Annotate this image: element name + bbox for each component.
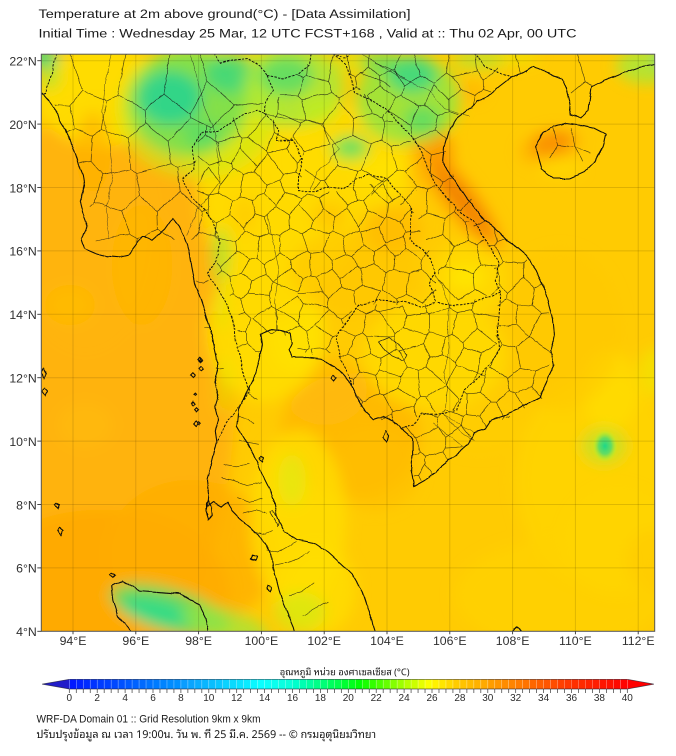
svg-text:10: 10 xyxy=(203,693,215,704)
svg-text:36: 36 xyxy=(566,693,578,704)
svg-text:38: 38 xyxy=(594,693,606,704)
svg-text:20: 20 xyxy=(343,693,355,704)
svg-text:12: 12 xyxy=(231,693,243,704)
svg-text:22: 22 xyxy=(371,693,383,704)
svg-text:34: 34 xyxy=(538,693,550,704)
svg-text:108°E: 108°E xyxy=(496,634,530,648)
svg-text:14°N: 14°N xyxy=(9,308,36,322)
svg-text:16°N: 16°N xyxy=(9,245,36,259)
svg-text:8: 8 xyxy=(178,693,184,704)
svg-text:28: 28 xyxy=(454,693,466,704)
svg-text:100°E: 100°E xyxy=(245,634,279,648)
svg-text:8°N: 8°N xyxy=(16,498,37,512)
svg-text:16: 16 xyxy=(287,693,299,704)
svg-text:32: 32 xyxy=(510,693,522,704)
svg-text:6: 6 xyxy=(150,693,156,704)
svg-text:18°N: 18°N xyxy=(9,181,36,195)
svg-text:12°N: 12°N xyxy=(9,372,36,386)
svg-text:30: 30 xyxy=(482,693,494,704)
svg-text:4°N: 4°N xyxy=(16,625,37,639)
svg-text:22°N: 22°N xyxy=(9,55,36,69)
svg-text:106°E: 106°E xyxy=(433,634,467,648)
svg-text:18: 18 xyxy=(315,693,327,704)
svg-text:104°E: 104°E xyxy=(370,634,404,648)
svg-text:40: 40 xyxy=(622,693,634,704)
svg-text:112°E: 112°E xyxy=(622,634,655,648)
svg-text:24: 24 xyxy=(399,693,411,704)
svg-text:Initial Time : Wednesday 25 Ma: Initial Time : Wednesday 25 Mar, 12 UTC … xyxy=(39,27,577,41)
svg-text:96°E: 96°E xyxy=(122,634,149,648)
svg-text:0: 0 xyxy=(67,693,73,704)
svg-text:20°N: 20°N xyxy=(9,118,36,132)
svg-text:14: 14 xyxy=(259,693,271,704)
svg-text:98°E: 98°E xyxy=(185,634,212,648)
svg-text:4: 4 xyxy=(122,693,128,704)
svg-text:10°N: 10°N xyxy=(9,435,36,449)
svg-text:94°E: 94°E xyxy=(60,634,87,648)
svg-text:WRF-DA Domain 01 :: Grid Resol: WRF-DA Domain 01 :: Grid Resolution 9km … xyxy=(37,714,261,726)
svg-text:Temperature at 2m above ground: Temperature at 2m above ground(°C) - [Da… xyxy=(39,7,411,21)
svg-text:102°E: 102°E xyxy=(307,634,341,648)
svg-text:2: 2 xyxy=(94,693,100,704)
svg-text:6°N: 6°N xyxy=(16,562,37,576)
svg-text:26: 26 xyxy=(426,693,438,704)
svg-text:110°E: 110°E xyxy=(559,634,592,648)
